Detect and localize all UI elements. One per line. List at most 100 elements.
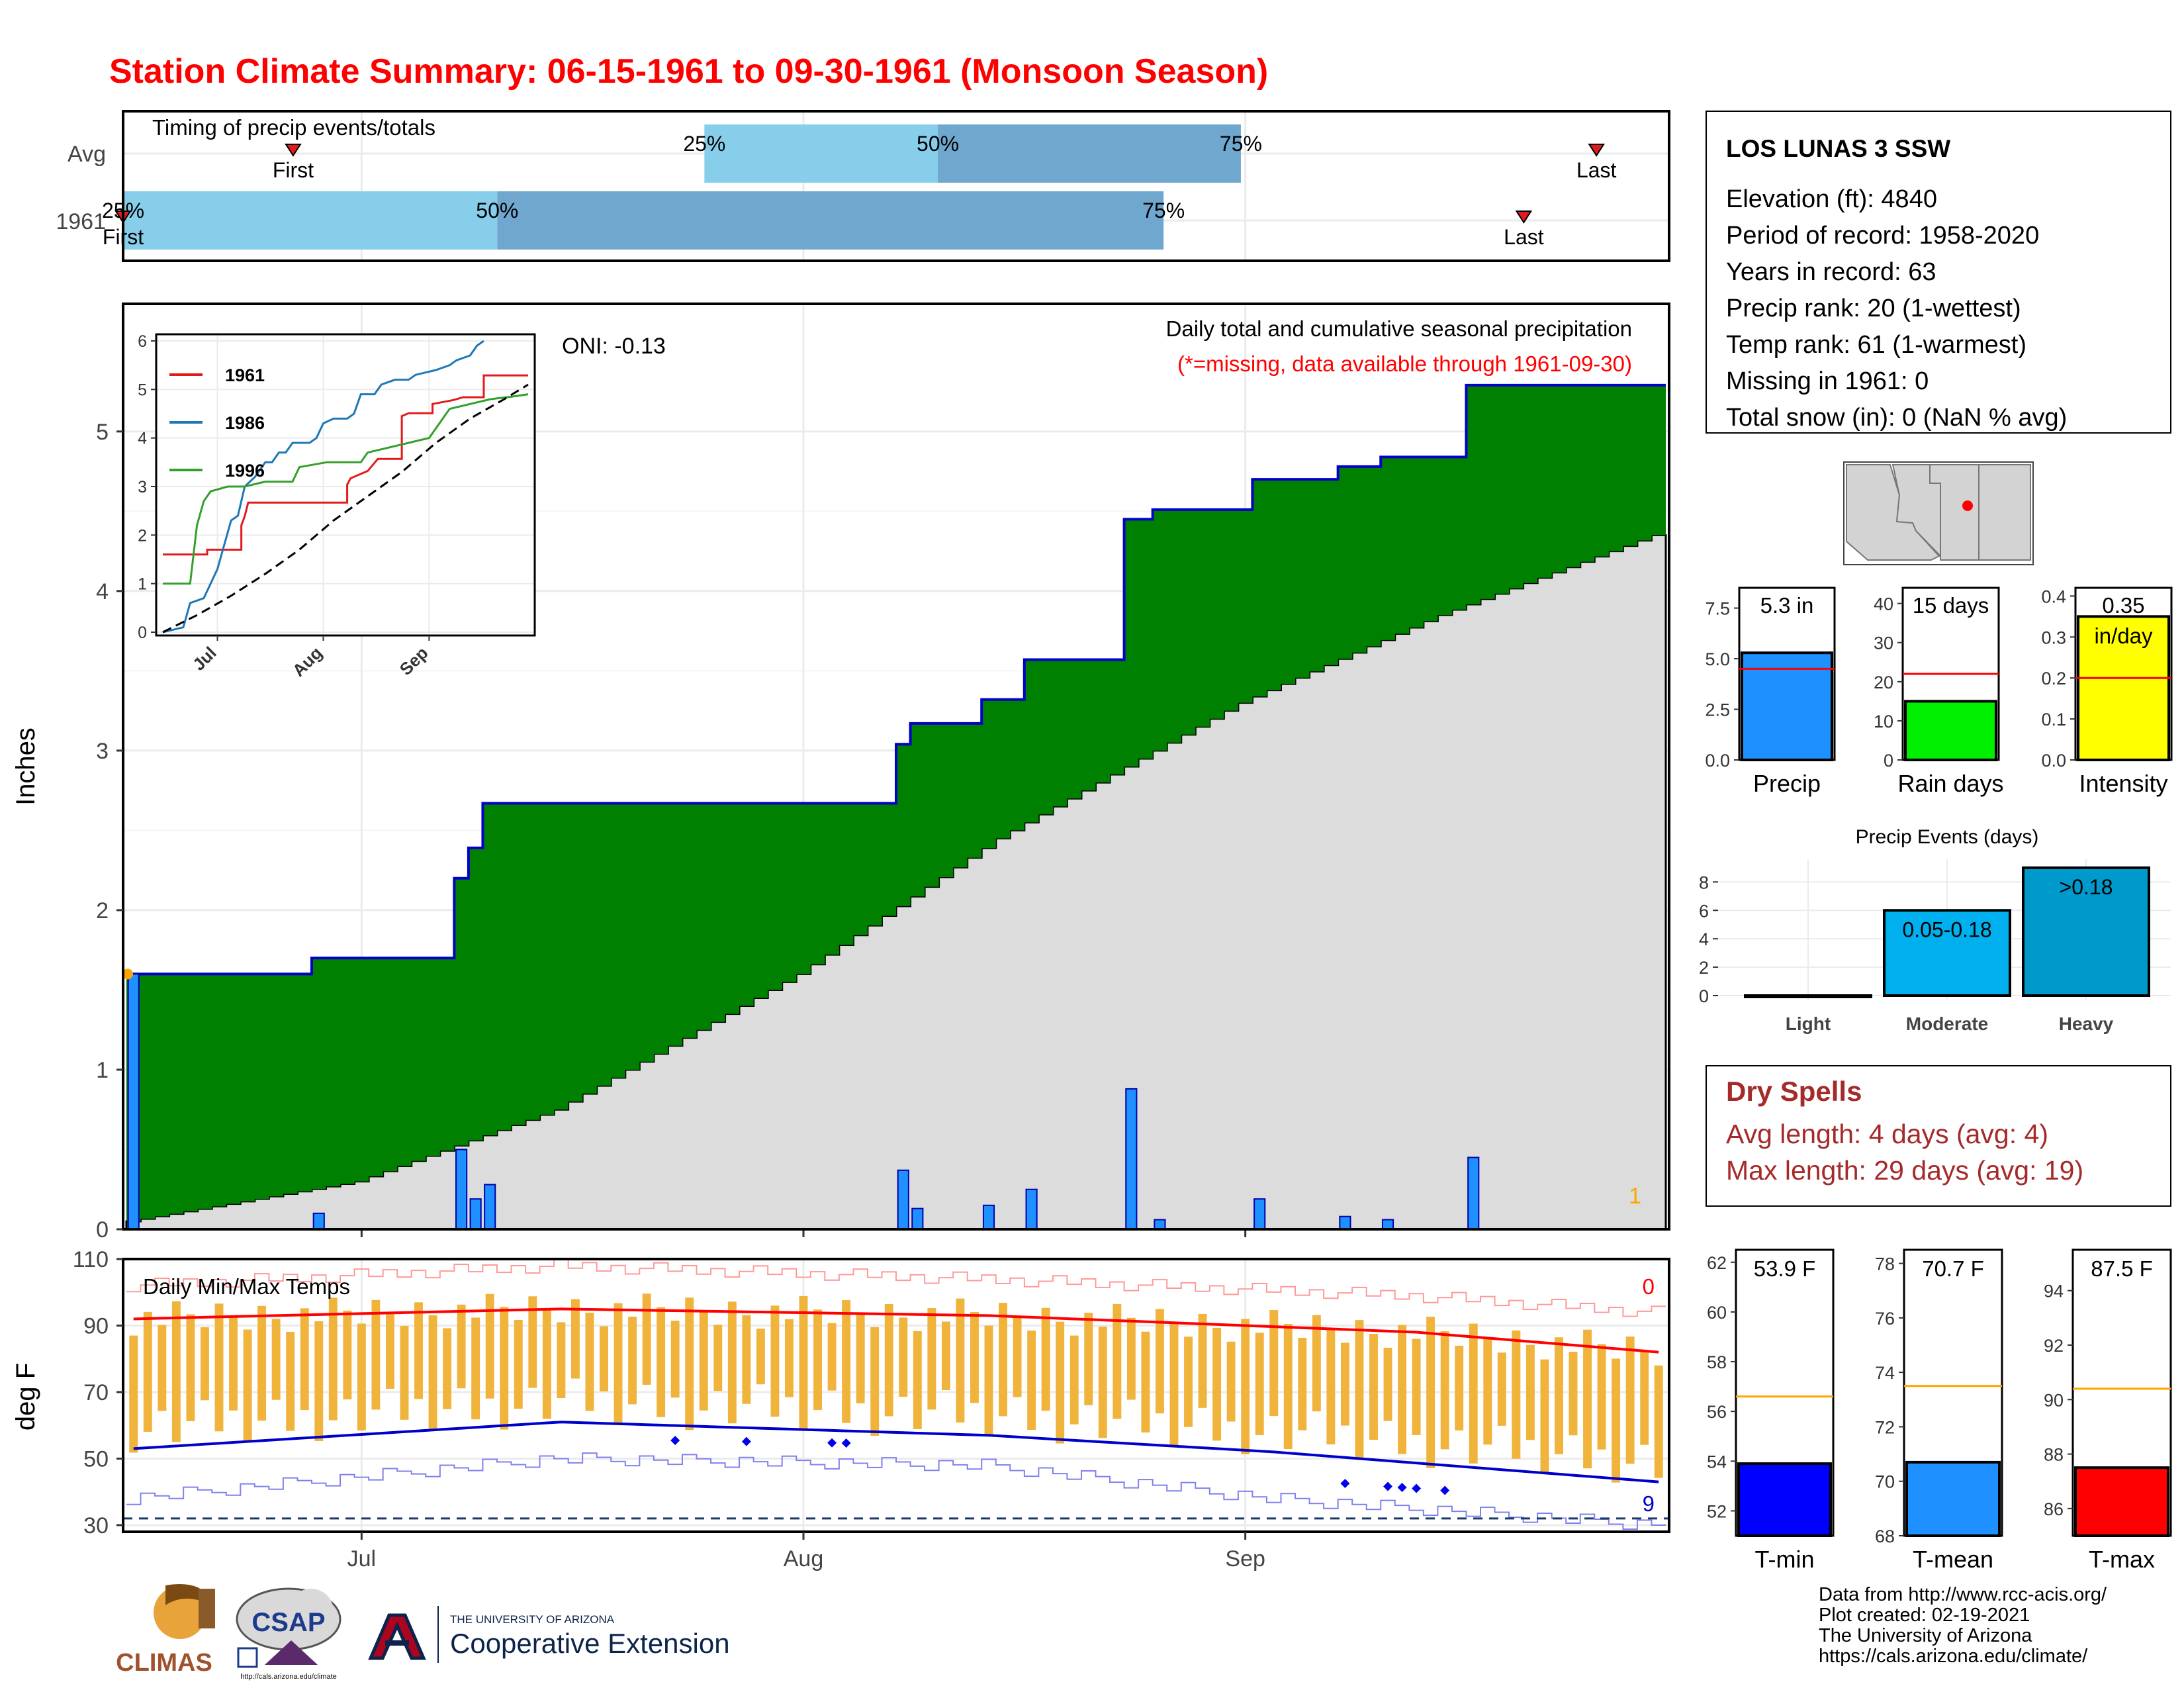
temp-range-bar-33 bbox=[600, 1326, 608, 1391]
season-bar-1 bbox=[1904, 700, 1997, 762]
temp-range-bar-0 bbox=[129, 1335, 138, 1453]
legend-label-1986: 1986 bbox=[225, 413, 265, 433]
record-low-marker-0 bbox=[670, 1435, 680, 1445]
temp-range-bar-25 bbox=[485, 1293, 494, 1399]
temp-summary-1-tick-label-3: 74 bbox=[1875, 1363, 1895, 1383]
x-tick-label-1: Aug bbox=[784, 1546, 824, 1571]
temp-range-bar-53 bbox=[884, 1303, 893, 1417]
daily-precip-bar-11 bbox=[1253, 1198, 1266, 1231]
season-1-tick-label-2: 20 bbox=[1874, 673, 1893, 692]
info-line-1: Period of record: 1958-2020 bbox=[1726, 222, 2039, 250]
temp-range-bar-83 bbox=[1312, 1315, 1321, 1412]
daily-precip-bar-12 bbox=[1339, 1215, 1351, 1231]
map-state-new-mexico bbox=[1929, 464, 2031, 561]
timing-avg-p75-label: 75% bbox=[1220, 132, 1262, 156]
daily-precip-bar-9 bbox=[1125, 1088, 1138, 1230]
main-precip-panel: 0 1 2 3 4 5 Daily total and cumulative season… bbox=[11, 303, 1670, 1243]
missing-data-note: (*=missing, data available through 1961-… bbox=[1177, 352, 1632, 376]
season-1-tick-label-4: 40 bbox=[1874, 594, 1893, 614]
temp-range-bar-7 bbox=[229, 1316, 238, 1411]
csap-cloud-puff-left bbox=[244, 1595, 283, 1635]
timing-avg-q2-bar bbox=[938, 124, 1241, 183]
record-low-marker-3 bbox=[841, 1438, 851, 1448]
daily-precip-bar-10 bbox=[1154, 1219, 1166, 1231]
inset-series-1996 bbox=[163, 393, 529, 585]
inset-y-tick-label-4: 4 bbox=[138, 430, 147, 448]
record-low-marker-7 bbox=[1412, 1483, 1422, 1493]
ua-cooperative-extension: Cooperative Extension bbox=[450, 1628, 730, 1659]
temp-summary-2-tick-label-4: 94 bbox=[2044, 1282, 2064, 1301]
record-low-markers bbox=[670, 1435, 1450, 1495]
inset-series-1986 bbox=[162, 340, 484, 633]
daily-precip-bar-7 bbox=[982, 1204, 995, 1231]
temp-summary-1-tick-label-0: 68 bbox=[1875, 1526, 1895, 1546]
main-panel-frame bbox=[122, 303, 1670, 1231]
temp-y-axis-label: deg F bbox=[11, 1363, 40, 1430]
temp-range-bar-30 bbox=[557, 1322, 566, 1399]
temp-range-bar-15 bbox=[343, 1310, 352, 1400]
season-2-tick-label-2: 0.2 bbox=[2041, 669, 2066, 688]
temp-summary-1-tick-label-1: 70 bbox=[1875, 1472, 1895, 1492]
temp-range-bar-34 bbox=[614, 1303, 623, 1424]
temp-range-bar-22 bbox=[443, 1328, 452, 1409]
dry-spells-title: Dry Spells bbox=[1726, 1076, 1862, 1107]
temp-summary-2-tick-label-1: 88 bbox=[2044, 1445, 2064, 1465]
inset-y-axis-ticks: 0 1 2 3 4 5 6 bbox=[138, 332, 156, 642]
temp-range-bar-59 bbox=[970, 1312, 979, 1403]
temp-range-bar-74 bbox=[1184, 1336, 1193, 1427]
temp-range-bar-17 bbox=[371, 1299, 381, 1410]
temp-range-bar-101 bbox=[1569, 1352, 1578, 1436]
info-line-5: Missing in 1961: 0 bbox=[1726, 367, 1929, 395]
temp-y-axis-ticks: 30 50 70 90 110 bbox=[73, 1247, 123, 1538]
temp-range-bar-28 bbox=[528, 1296, 537, 1388]
temp-range-bar-2 bbox=[158, 1325, 167, 1411]
temp-summary-bar-2 bbox=[2074, 1466, 2169, 1537]
legend-label-1996: 1996 bbox=[225, 461, 265, 481]
season-2-tick-label-4: 0.4 bbox=[2041, 586, 2066, 606]
shared-x-axis-ticks: Jul Aug Sep bbox=[347, 1532, 1265, 1571]
timing-avg-last-label: Last bbox=[1576, 158, 1617, 182]
temp-range-bar-75 bbox=[1198, 1313, 1207, 1408]
station-location-map bbox=[1843, 461, 2034, 565]
daily-precip-bar-3 bbox=[469, 1198, 482, 1231]
temp-range-bar-98 bbox=[1525, 1344, 1535, 1440]
record-low-marker-8 bbox=[1440, 1485, 1450, 1495]
timing-row-label-avg: Avg bbox=[68, 142, 106, 167]
timing-year-last-label: Last bbox=[1504, 225, 1544, 249]
station-name: LOS LUNAS 3 SSW bbox=[1726, 135, 1950, 162]
main-y-tick-label-3: 3 bbox=[96, 739, 109, 764]
timing-year-last-marker bbox=[1515, 211, 1533, 224]
temp-range-bar-57 bbox=[941, 1321, 950, 1390]
inset-gridlines bbox=[156, 334, 535, 635]
daily-temp-range-bars bbox=[129, 1293, 1663, 1483]
events-bar-0 bbox=[1744, 994, 1872, 998]
inset-y-tick-label-0: 0 bbox=[138, 624, 147, 642]
temp-range-bar-35 bbox=[628, 1317, 637, 1405]
temp-range-bar-95 bbox=[1483, 1338, 1492, 1445]
events-title: Precip Events (days) bbox=[1856, 826, 2039, 848]
events-range-label-1: 0.05-0.18 bbox=[1902, 917, 1991, 941]
temp-range-bar-19 bbox=[400, 1325, 409, 1420]
csap-logo: CSAP http://cals.arizona.edu/climate bbox=[236, 1587, 341, 1681]
record-low-marker-6 bbox=[1397, 1483, 1407, 1493]
inset-y-tick-label-5: 5 bbox=[138, 381, 147, 399]
temp-summary-category-label-1: T-mean bbox=[1913, 1546, 1993, 1573]
temp-range-bar-96 bbox=[1497, 1352, 1506, 1426]
record-low-marker-1 bbox=[741, 1436, 751, 1446]
temp-range-bar-86 bbox=[1355, 1320, 1364, 1459]
temp-summary-0-tick-label-1: 54 bbox=[1707, 1452, 1727, 1472]
season-category-label-1: Rain days bbox=[1897, 770, 2003, 797]
temp-range-bar-42 bbox=[727, 1301, 737, 1424]
season-1-tick-label-0: 0 bbox=[1884, 751, 1893, 771]
timing-avg-p25-label: 25% bbox=[683, 132, 725, 156]
season-value-label-1: 15 days bbox=[1913, 593, 1989, 618]
temp-summary-category-label-2: T-max bbox=[2089, 1546, 2155, 1573]
temp-range-bar-37 bbox=[657, 1307, 666, 1417]
temp-range-bar-9 bbox=[257, 1305, 267, 1421]
timing-avg-last-marker bbox=[1588, 144, 1606, 157]
main-y-axis-label: Inches bbox=[11, 727, 40, 806]
temp-range-bar-21 bbox=[428, 1315, 437, 1430]
oni-label: ONI: -0.13 bbox=[562, 334, 666, 359]
